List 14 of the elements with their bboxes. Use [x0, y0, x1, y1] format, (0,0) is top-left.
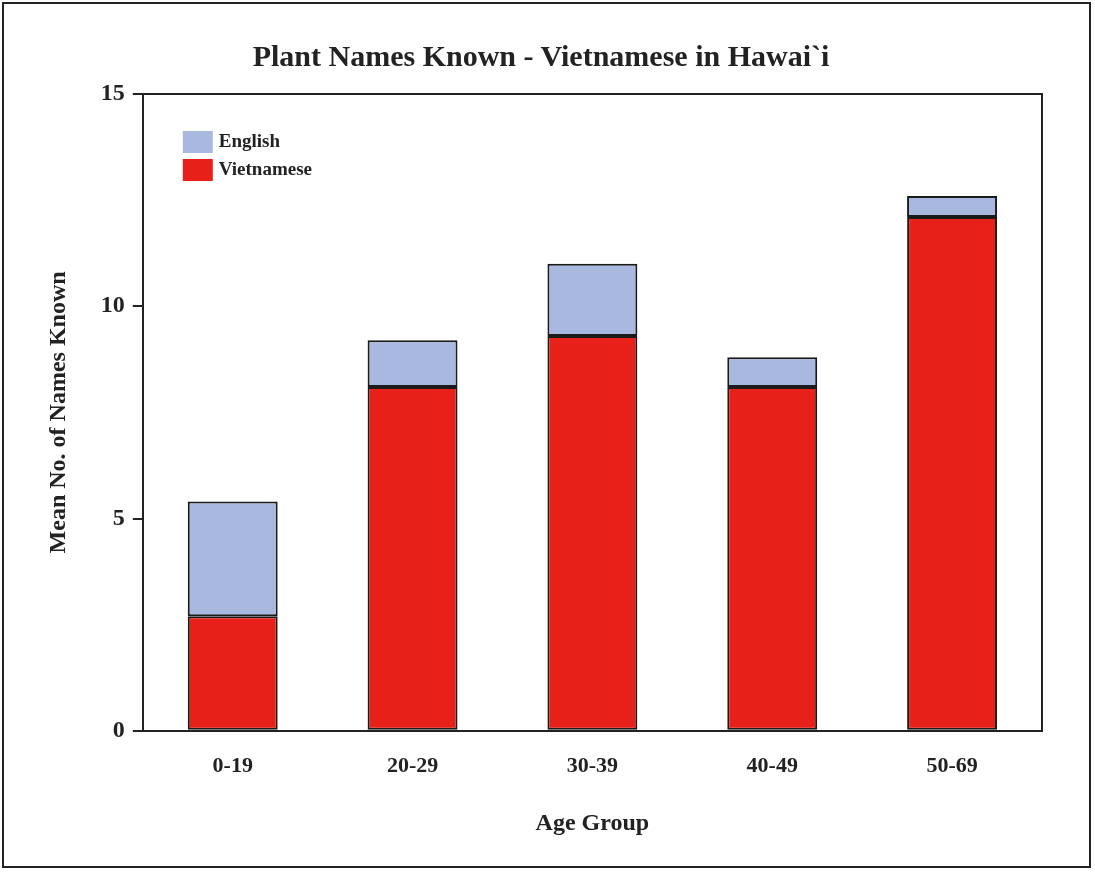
x-axis-title: Age Group [535, 808, 650, 835]
legend-label: Vietnamese [218, 157, 313, 179]
x-tick-label: 40-49 [746, 751, 798, 777]
x-tick-label: 20-29 [386, 751, 439, 777]
y-tick-label: 15 [100, 79, 125, 106]
x-tick-label: 0-19 [212, 751, 253, 777]
x-tick-label: 50-69 [926, 751, 978, 777]
x-tick-label: 30-39 [566, 751, 619, 777]
chart-title: Plant Names Known - Vietnamese in Hawai`i [252, 38, 830, 72]
y-tick-label: 10 [100, 291, 125, 318]
y-tick-label: 0 [112, 716, 125, 742]
legend-label: English [218, 129, 281, 151]
y-tick-label: 5 [112, 503, 125, 530]
y-axis-title: Mean No. of Names Known [43, 271, 70, 554]
